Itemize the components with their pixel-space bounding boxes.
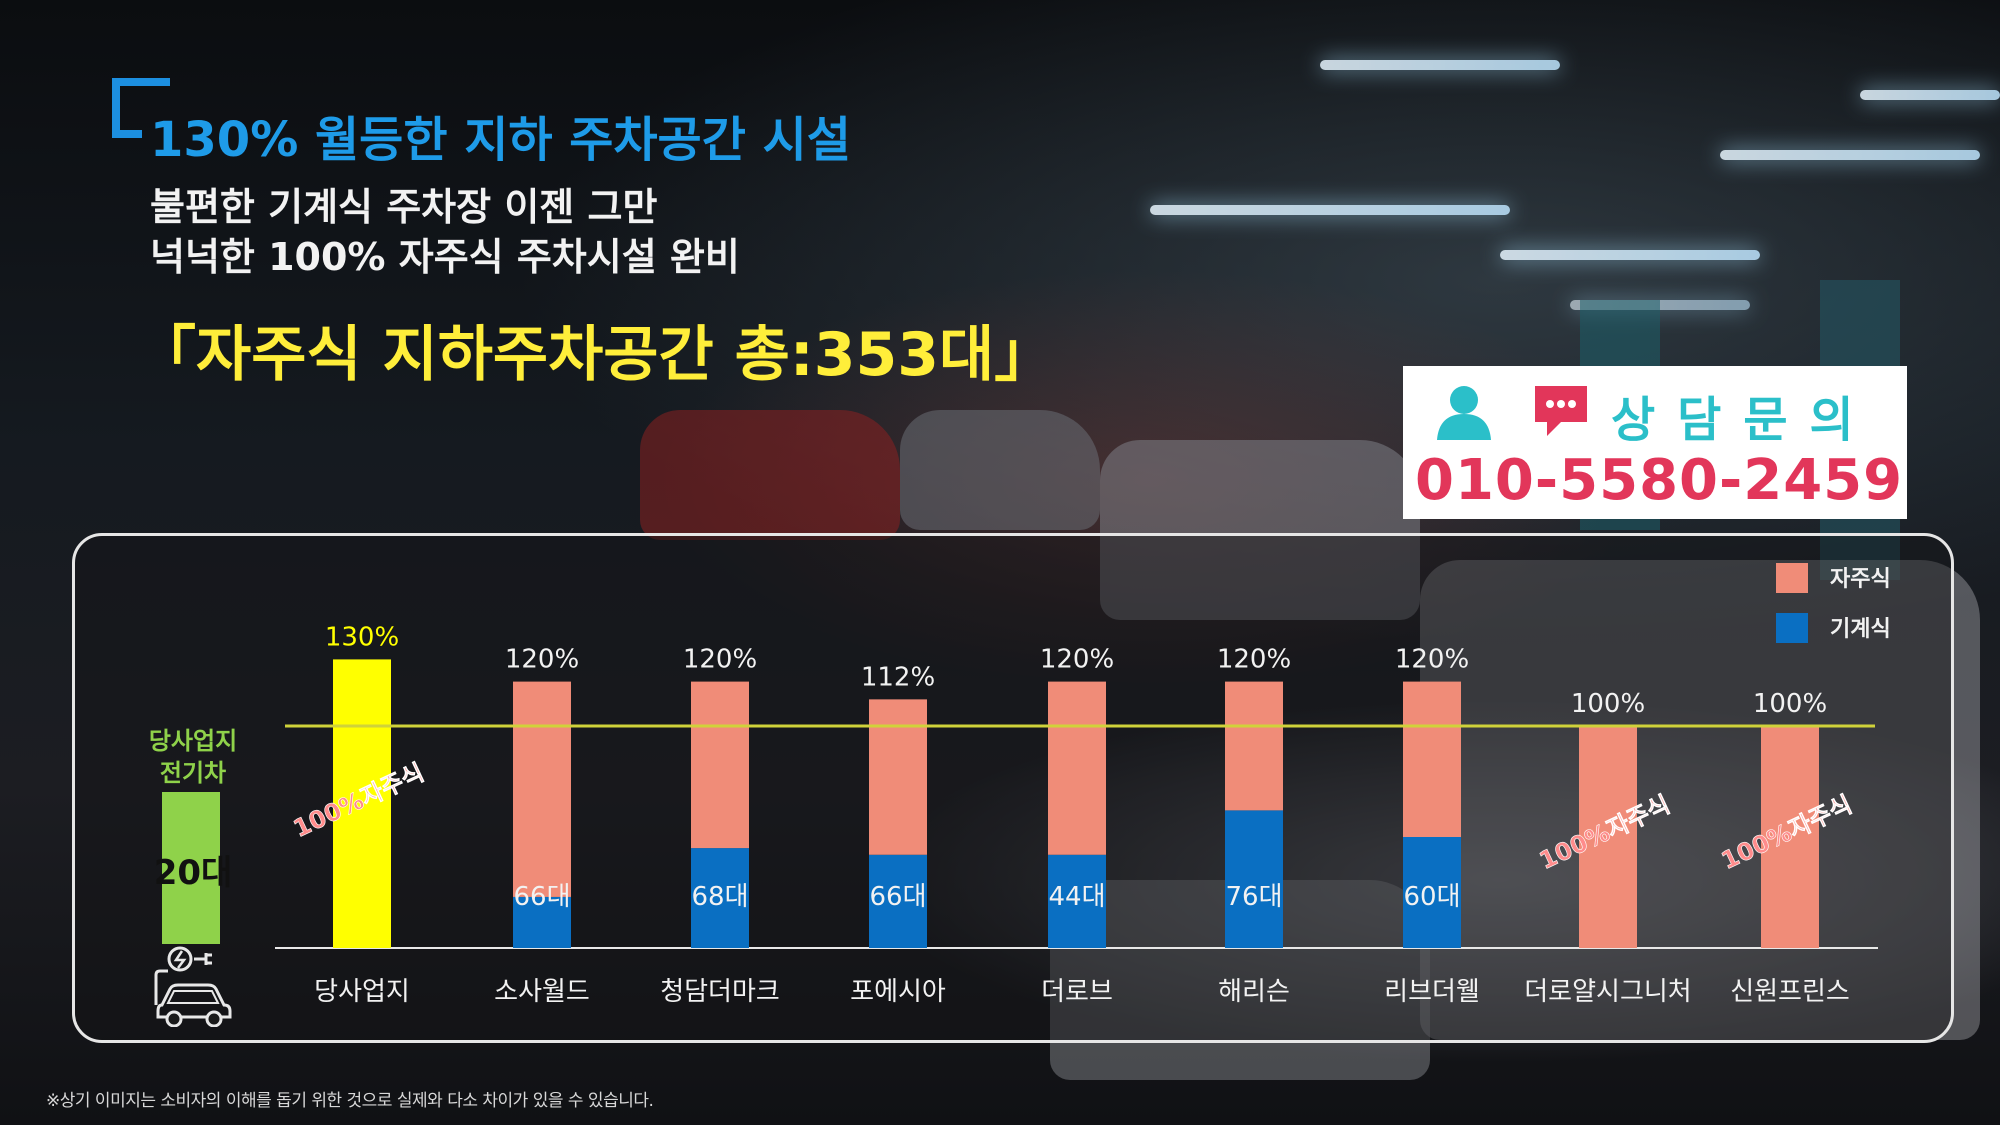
total-parking-highlight: 「자주식 지하주차공간 총:353대」 <box>136 320 1055 390</box>
mechanical-count-label-6: 60대 <box>1403 882 1460 912</box>
subheadline-line-1: 불편한 기계식 주차장 이젠 그만 <box>150 185 658 229</box>
page-headline: 130% 월등한 지하 주차공간 시설 <box>150 112 851 168</box>
bar-mechanical-4 <box>1048 854 1106 948</box>
mechanical-count-label-5: 76대 <box>1225 882 1282 912</box>
bar-self-parking-8 <box>1761 726 1819 948</box>
legend-swatch-mechanical <box>1776 613 1808 643</box>
category-label-2: 청담더마크 <box>660 977 780 1007</box>
total-label-4: 120% <box>1040 645 1114 675</box>
bar-self-parking-2 <box>691 681 749 849</box>
mechanical-count-label-1: 66대 <box>513 882 570 912</box>
bar-self-parking-6 <box>1403 681 1461 837</box>
bar-mechanical-2 <box>691 848 749 948</box>
category-label-6: 리브더웰 <box>1384 977 1480 1007</box>
bar-self-parking-5 <box>1225 681 1283 811</box>
total-label-1: 120% <box>505 645 579 675</box>
ev-count: 20대 <box>153 853 233 893</box>
legend-label-mechanical: 기계식 <box>1830 617 1891 642</box>
bar-self-parking-3 <box>869 699 927 855</box>
ev-label-line-2: 전기차 <box>159 759 227 787</box>
total-label-7: 100% <box>1571 689 1645 719</box>
total-label-5: 120% <box>1217 645 1291 675</box>
category-label-5: 해리슨 <box>1218 977 1290 1007</box>
category-label-7: 더로얄시그니처 <box>1524 977 1691 1007</box>
disclaimer-footnote: ※상기 이미지는 소비자의 이해를 돕기 위한 것으로 실제와 다소 차이가 있… <box>46 1091 654 1111</box>
category-label-0: 당사업지 <box>314 977 410 1007</box>
mechanical-count-label-3: 66대 <box>869 882 926 912</box>
phone-number[interactable]: 010-5580-2459 <box>1415 448 1904 513</box>
mechanical-count-label-4: 44대 <box>1048 882 1105 912</box>
total-label-8: 100% <box>1753 689 1827 719</box>
total-label-0: 130% <box>325 622 399 652</box>
category-label-3: 포에시아 <box>850 977 946 1007</box>
ev-car-charging-icon <box>154 946 232 1027</box>
person-icon <box>1437 386 1491 440</box>
ev-label-line-1: 당사업지 <box>148 727 238 755</box>
ev-label: 당사업지 전기차 <box>128 725 258 789</box>
bar-self-parking-0 <box>333 659 391 948</box>
bar-mechanical-1 <box>513 896 571 948</box>
bar-mechanical-6 <box>1403 837 1461 948</box>
title-bracket-decoration <box>112 78 170 138</box>
legend-swatch-self-parking <box>1776 563 1808 593</box>
bar-self-parking-1 <box>513 681 571 897</box>
chat-bubble-icon <box>1535 386 1587 436</box>
subheadline-line-2: 넉넉한 100% 자주식 주차시설 완비 <box>150 235 740 279</box>
mechanical-count-label-2: 68대 <box>691 882 748 912</box>
contact-box[interactable]: 상담문의 010-5580-2459 <box>1403 366 1907 519</box>
total-label-6: 120% <box>1395 645 1469 675</box>
category-label-1: 소사월드 <box>494 977 590 1007</box>
bar-mechanical-3 <box>869 854 927 948</box>
bar-mechanical-5 <box>1225 810 1283 948</box>
total-label-2: 120% <box>683 645 757 675</box>
bar-self-parking-4 <box>1048 681 1106 855</box>
total-label-3: 112% <box>861 662 935 692</box>
bar-self-parking-7 <box>1579 726 1637 948</box>
ev-bar <box>162 792 220 944</box>
legend-label-self-parking: 자주식 <box>1830 567 1891 592</box>
category-label-8: 신원프린스 <box>1730 977 1850 1007</box>
consult-label: 상담문의 <box>1611 392 1876 448</box>
category-label-4: 더로브 <box>1041 977 1113 1007</box>
